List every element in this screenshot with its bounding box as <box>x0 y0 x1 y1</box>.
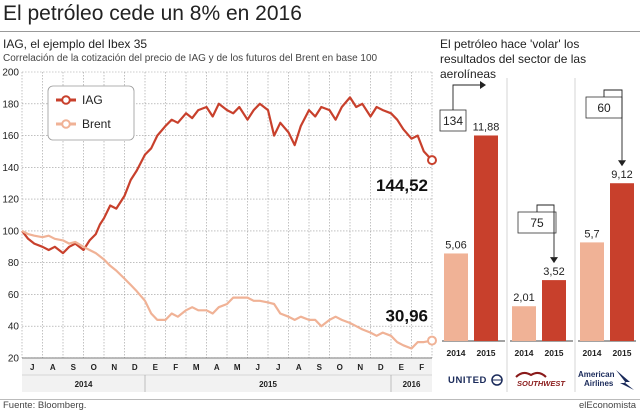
change-label: 60 <box>597 101 611 115</box>
x-tick-label: D <box>132 363 138 372</box>
x-tick-label: A <box>50 363 56 372</box>
x-tick-label: J <box>276 363 280 372</box>
american-logo-text: Airlines <box>584 379 614 388</box>
x-tick-label: N <box>357 363 363 372</box>
x-tick-label: S <box>317 363 323 372</box>
x-tick-label: N <box>111 363 117 372</box>
x-tick-label: A <box>214 363 220 372</box>
legend-label: Brent <box>82 117 111 131</box>
y-tick-label: 60 <box>8 290 20 301</box>
bar-category-label: 2014 <box>447 348 466 358</box>
x-tick-label: E <box>153 363 159 372</box>
bar-2014 <box>580 242 604 341</box>
x-tick-label: J <box>256 363 260 372</box>
line-chart-title: IAG, el ejemplo del Ibex 35 <box>3 37 148 51</box>
arrow-head-icon <box>480 81 486 89</box>
y-tick-label: 140 <box>2 163 19 174</box>
x-tick-label: M <box>234 363 241 372</box>
series-end-marker <box>427 335 437 346</box>
y-tick-label: 160 <box>2 131 19 142</box>
y-tick-label: 20 <box>8 354 20 365</box>
bar-category-label: 2014 <box>583 348 602 358</box>
x-tick-label: F <box>173 363 178 372</box>
bar-2015 <box>610 183 634 341</box>
series-end-label: 144,52 <box>376 176 428 195</box>
change-arrow <box>452 84 480 110</box>
arrow-head-icon <box>618 160 626 167</box>
bar-chart-title: El petróleo hace 'volar' los resultados … <box>440 37 587 81</box>
footer-rule <box>0 399 640 400</box>
bar-value-label: 5,7 <box>584 228 599 240</box>
y-tick-label: 40 <box>8 322 20 333</box>
bar-2014 <box>512 306 536 341</box>
y-tick-label: 80 <box>8 258 20 269</box>
bar-value-label: 9,12 <box>611 169 632 181</box>
united-logo-text: UNITED <box>448 375 487 386</box>
x-tick-label: O <box>91 363 97 372</box>
change-label: 134 <box>443 114 463 128</box>
series-end-label: 30,96 <box>385 307 428 326</box>
series-line-brent <box>21 229 433 350</box>
series-end-marker <box>427 155 437 166</box>
year-label: 2015 <box>259 380 277 389</box>
line-chart-subtitle: Correlación de la cotización del precio … <box>3 53 378 64</box>
bar-2014 <box>444 253 468 341</box>
bar-category-label: 2015 <box>545 348 564 358</box>
legend-swatch-marker <box>61 119 71 129</box>
bar-category-label: 2015 <box>477 348 496 358</box>
bar-2015 <box>474 135 498 341</box>
x-tick-label: S <box>71 363 77 372</box>
bar-value-label: 2,01 <box>513 292 534 304</box>
legend-label: IAG <box>82 93 103 107</box>
x-tick-label: J <box>30 363 34 372</box>
southwest-logo-text: SOUTHWEST <box>517 379 566 388</box>
source-note: Fuente: Bloomberg. <box>3 400 87 411</box>
change-arrow <box>536 204 555 258</box>
american-eagle-icon <box>616 370 634 390</box>
y-tick-label: 180 <box>2 99 19 110</box>
bar-category-label: 2015 <box>613 348 632 358</box>
x-tick-label: M <box>193 363 200 372</box>
y-tick-label: 200 <box>2 68 19 79</box>
brand-label: elEconomista <box>578 400 636 411</box>
bar-value-label: 5,06 <box>445 239 466 251</box>
x-tick-label: E <box>399 363 405 372</box>
year-label: 2014 <box>75 380 93 389</box>
arrow-head-icon <box>550 257 558 264</box>
southwest-logo-icon <box>515 371 547 378</box>
legend-swatch-marker <box>61 95 71 105</box>
american-logo-text: American <box>578 370 615 379</box>
bar-value-label: 3,52 <box>543 266 564 278</box>
series-line-iag <box>21 96 433 255</box>
x-tick-label: A <box>296 363 302 372</box>
headline: El petróleo cede un 8% en 2016 <box>3 2 302 25</box>
x-tick-label: F <box>419 363 424 372</box>
year-label: 2016 <box>403 380 421 389</box>
change-arrow <box>603 89 623 161</box>
headline-rule <box>0 31 640 32</box>
y-tick-label: 120 <box>2 195 19 206</box>
bar-value-label: 11,88 <box>473 121 500 133</box>
x-tick-label: O <box>337 363 343 372</box>
y-tick-label: 100 <box>2 226 19 237</box>
bar-2015 <box>542 280 566 341</box>
bar-category-label: 2014 <box>515 348 534 358</box>
change-label: 75 <box>530 216 544 230</box>
x-tick-label: D <box>378 363 384 372</box>
